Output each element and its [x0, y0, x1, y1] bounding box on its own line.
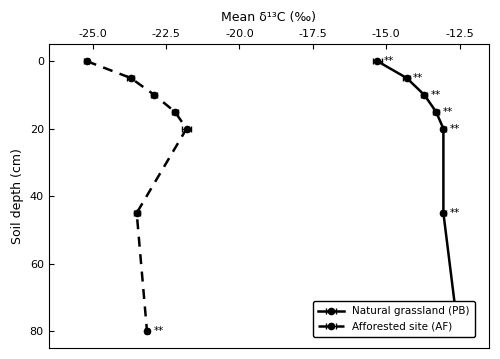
Text: **: ** — [154, 326, 164, 336]
Text: **: ** — [442, 107, 453, 117]
Text: **: ** — [384, 56, 394, 66]
Text: **: ** — [413, 73, 424, 83]
X-axis label: Mean δ¹³C (‰): Mean δ¹³C (‰) — [222, 11, 316, 24]
Text: **: ** — [464, 326, 475, 336]
Text: **: ** — [450, 208, 460, 218]
Text: **: ** — [431, 90, 441, 100]
Y-axis label: Soil depth (cm): Soil depth (cm) — [11, 148, 24, 244]
Legend: Natural grassland (PB), Afforested site (AF): Natural grassland (PB), Afforested site … — [312, 301, 475, 337]
Text: **: ** — [450, 123, 460, 134]
